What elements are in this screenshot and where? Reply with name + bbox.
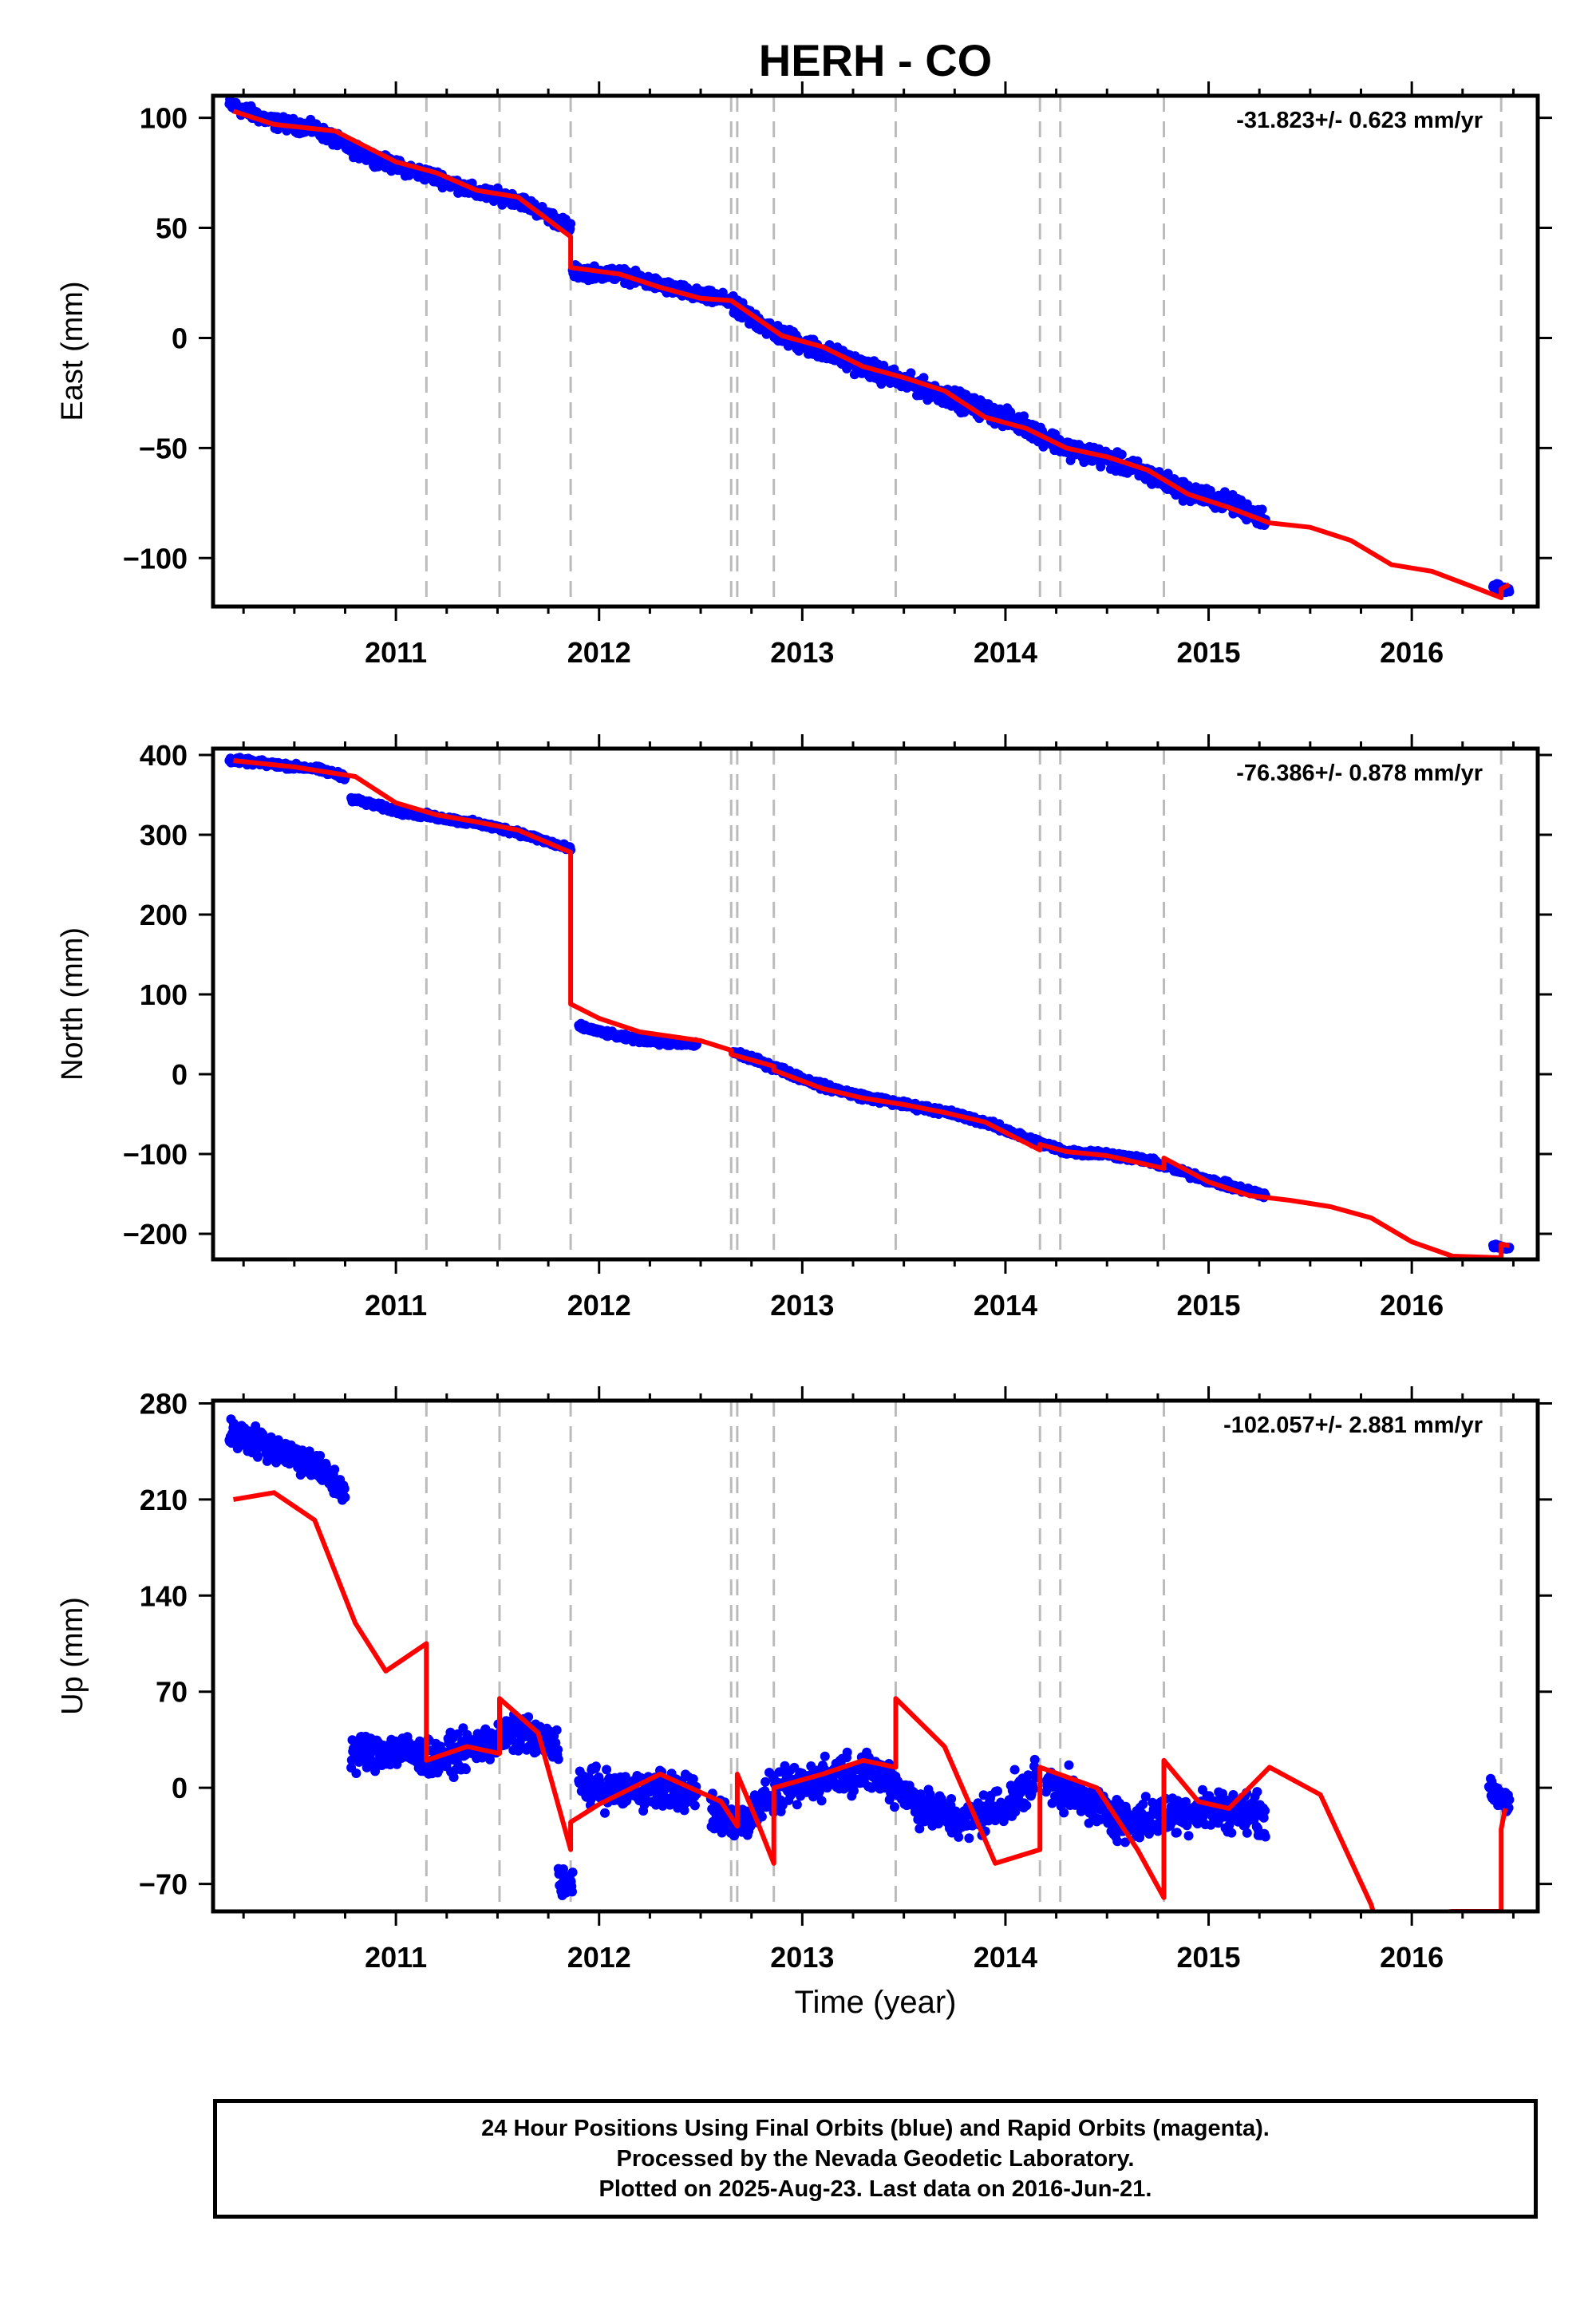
y-tick-label: −200 — [123, 1218, 188, 1251]
y-tick-label: 400 — [140, 739, 188, 772]
data-points-group — [224, 1414, 1515, 1900]
data-point — [679, 1805, 689, 1816]
y-tick-label: 300 — [140, 819, 188, 852]
y-tick-label: −50 — [139, 432, 188, 464]
x-tick-label: 2014 — [974, 1289, 1037, 1322]
data-point — [1504, 587, 1515, 597]
panels-group: 2011 2012 2013 2014 2015 2016 100 50 0 −50 −100 Eas… — [56, 81, 1552, 1974]
data-point — [757, 1812, 767, 1822]
y-tick-label: 100 — [140, 102, 188, 135]
x-tick-label: 2011 — [365, 1289, 427, 1322]
data-point — [566, 219, 576, 229]
x-tick-label: 2013 — [770, 636, 834, 669]
data-points-group — [224, 753, 1515, 1254]
model-line — [232, 109, 1511, 600]
data-point — [591, 1761, 601, 1772]
rate-label: -76.386+/- 0.878 mm/yr — [1236, 761, 1483, 786]
y-tick-label: 50 — [156, 212, 188, 245]
data-point — [315, 1451, 326, 1460]
x-tick-label: 2014 — [974, 636, 1037, 669]
data-point — [1005, 407, 1016, 417]
y-tick-label: −100 — [123, 1138, 188, 1171]
y-tick-label: 0 — [172, 1058, 188, 1091]
panel-up: 2011 2012 2013 2014 2015 2016280210140700−70U… — [56, 1386, 1552, 1974]
data-point — [330, 1464, 340, 1475]
data-point — [602, 1765, 612, 1775]
x-tick-label: 2015 — [1176, 1289, 1240, 1322]
data-point — [1019, 411, 1029, 421]
data-point — [304, 1446, 314, 1456]
data-point — [553, 1754, 563, 1765]
data-point — [351, 1769, 361, 1778]
data-point — [658, 1800, 668, 1811]
rate-label: -31.823+/- 0.623 mm/yr — [1236, 108, 1483, 133]
data-point — [849, 1785, 859, 1796]
data-point — [620, 1772, 630, 1782]
data-point — [321, 1460, 331, 1470]
data-point — [339, 1484, 350, 1494]
x-tick-label: 2016 — [1380, 636, 1444, 669]
y-tick-label: 200 — [140, 899, 188, 931]
data-point — [452, 1729, 463, 1739]
y-axis-label: North (mm) — [56, 927, 89, 1081]
data-point — [559, 1864, 568, 1874]
data-point — [688, 1774, 698, 1784]
plot-frame — [211, 93, 1540, 609]
data-point — [1096, 461, 1106, 472]
y-tick-label: −100 — [123, 542, 188, 575]
data-point — [340, 1492, 350, 1503]
data-point — [600, 1808, 610, 1818]
data-point — [816, 1796, 827, 1806]
data-point — [760, 1777, 771, 1787]
data-point — [448, 1773, 459, 1782]
data-point — [361, 1762, 372, 1773]
panel-north: 2011 2012 2013 2014 2015 2016 400 300 200 100 0 −10… — [56, 734, 1552, 1322]
x-tick-label: 2011 — [365, 636, 427, 669]
data-point — [906, 368, 916, 378]
x-tick-label: 2016 — [1380, 1289, 1444, 1322]
data-point — [567, 1887, 577, 1897]
x-tick-label: 2012 — [567, 636, 631, 669]
model-line — [233, 758, 1510, 1259]
x-tick-label: 2012 — [567, 1289, 631, 1322]
panel-east: 2011 2012 2013 2014 2015 2016 100 50 0 −50 −100 Eas… — [56, 81, 1552, 669]
data-point — [551, 1725, 562, 1735]
plot-frame — [211, 746, 1540, 1262]
data-point — [792, 1800, 802, 1810]
chart-title: HERH - CO — [759, 35, 992, 85]
data-point — [1116, 449, 1127, 460]
y-tick-label: 0 — [172, 322, 188, 354]
data-point — [1257, 504, 1267, 515]
x-tick-label: 2015 — [1176, 636, 1240, 669]
data-point — [583, 1773, 594, 1783]
data-point — [918, 373, 929, 383]
y-tick-label: 100 — [140, 978, 188, 1011]
data-point — [553, 1745, 563, 1755]
data-point — [567, 1867, 578, 1878]
data-point — [689, 1800, 700, 1811]
data-point — [460, 1765, 471, 1775]
x-tick-label: 2013 — [770, 1289, 834, 1322]
data-point — [842, 1747, 852, 1757]
data-point — [253, 1452, 263, 1462]
data-point — [820, 1751, 830, 1761]
data-point — [717, 287, 728, 298]
y-axis-label: East (mm) — [56, 281, 89, 421]
